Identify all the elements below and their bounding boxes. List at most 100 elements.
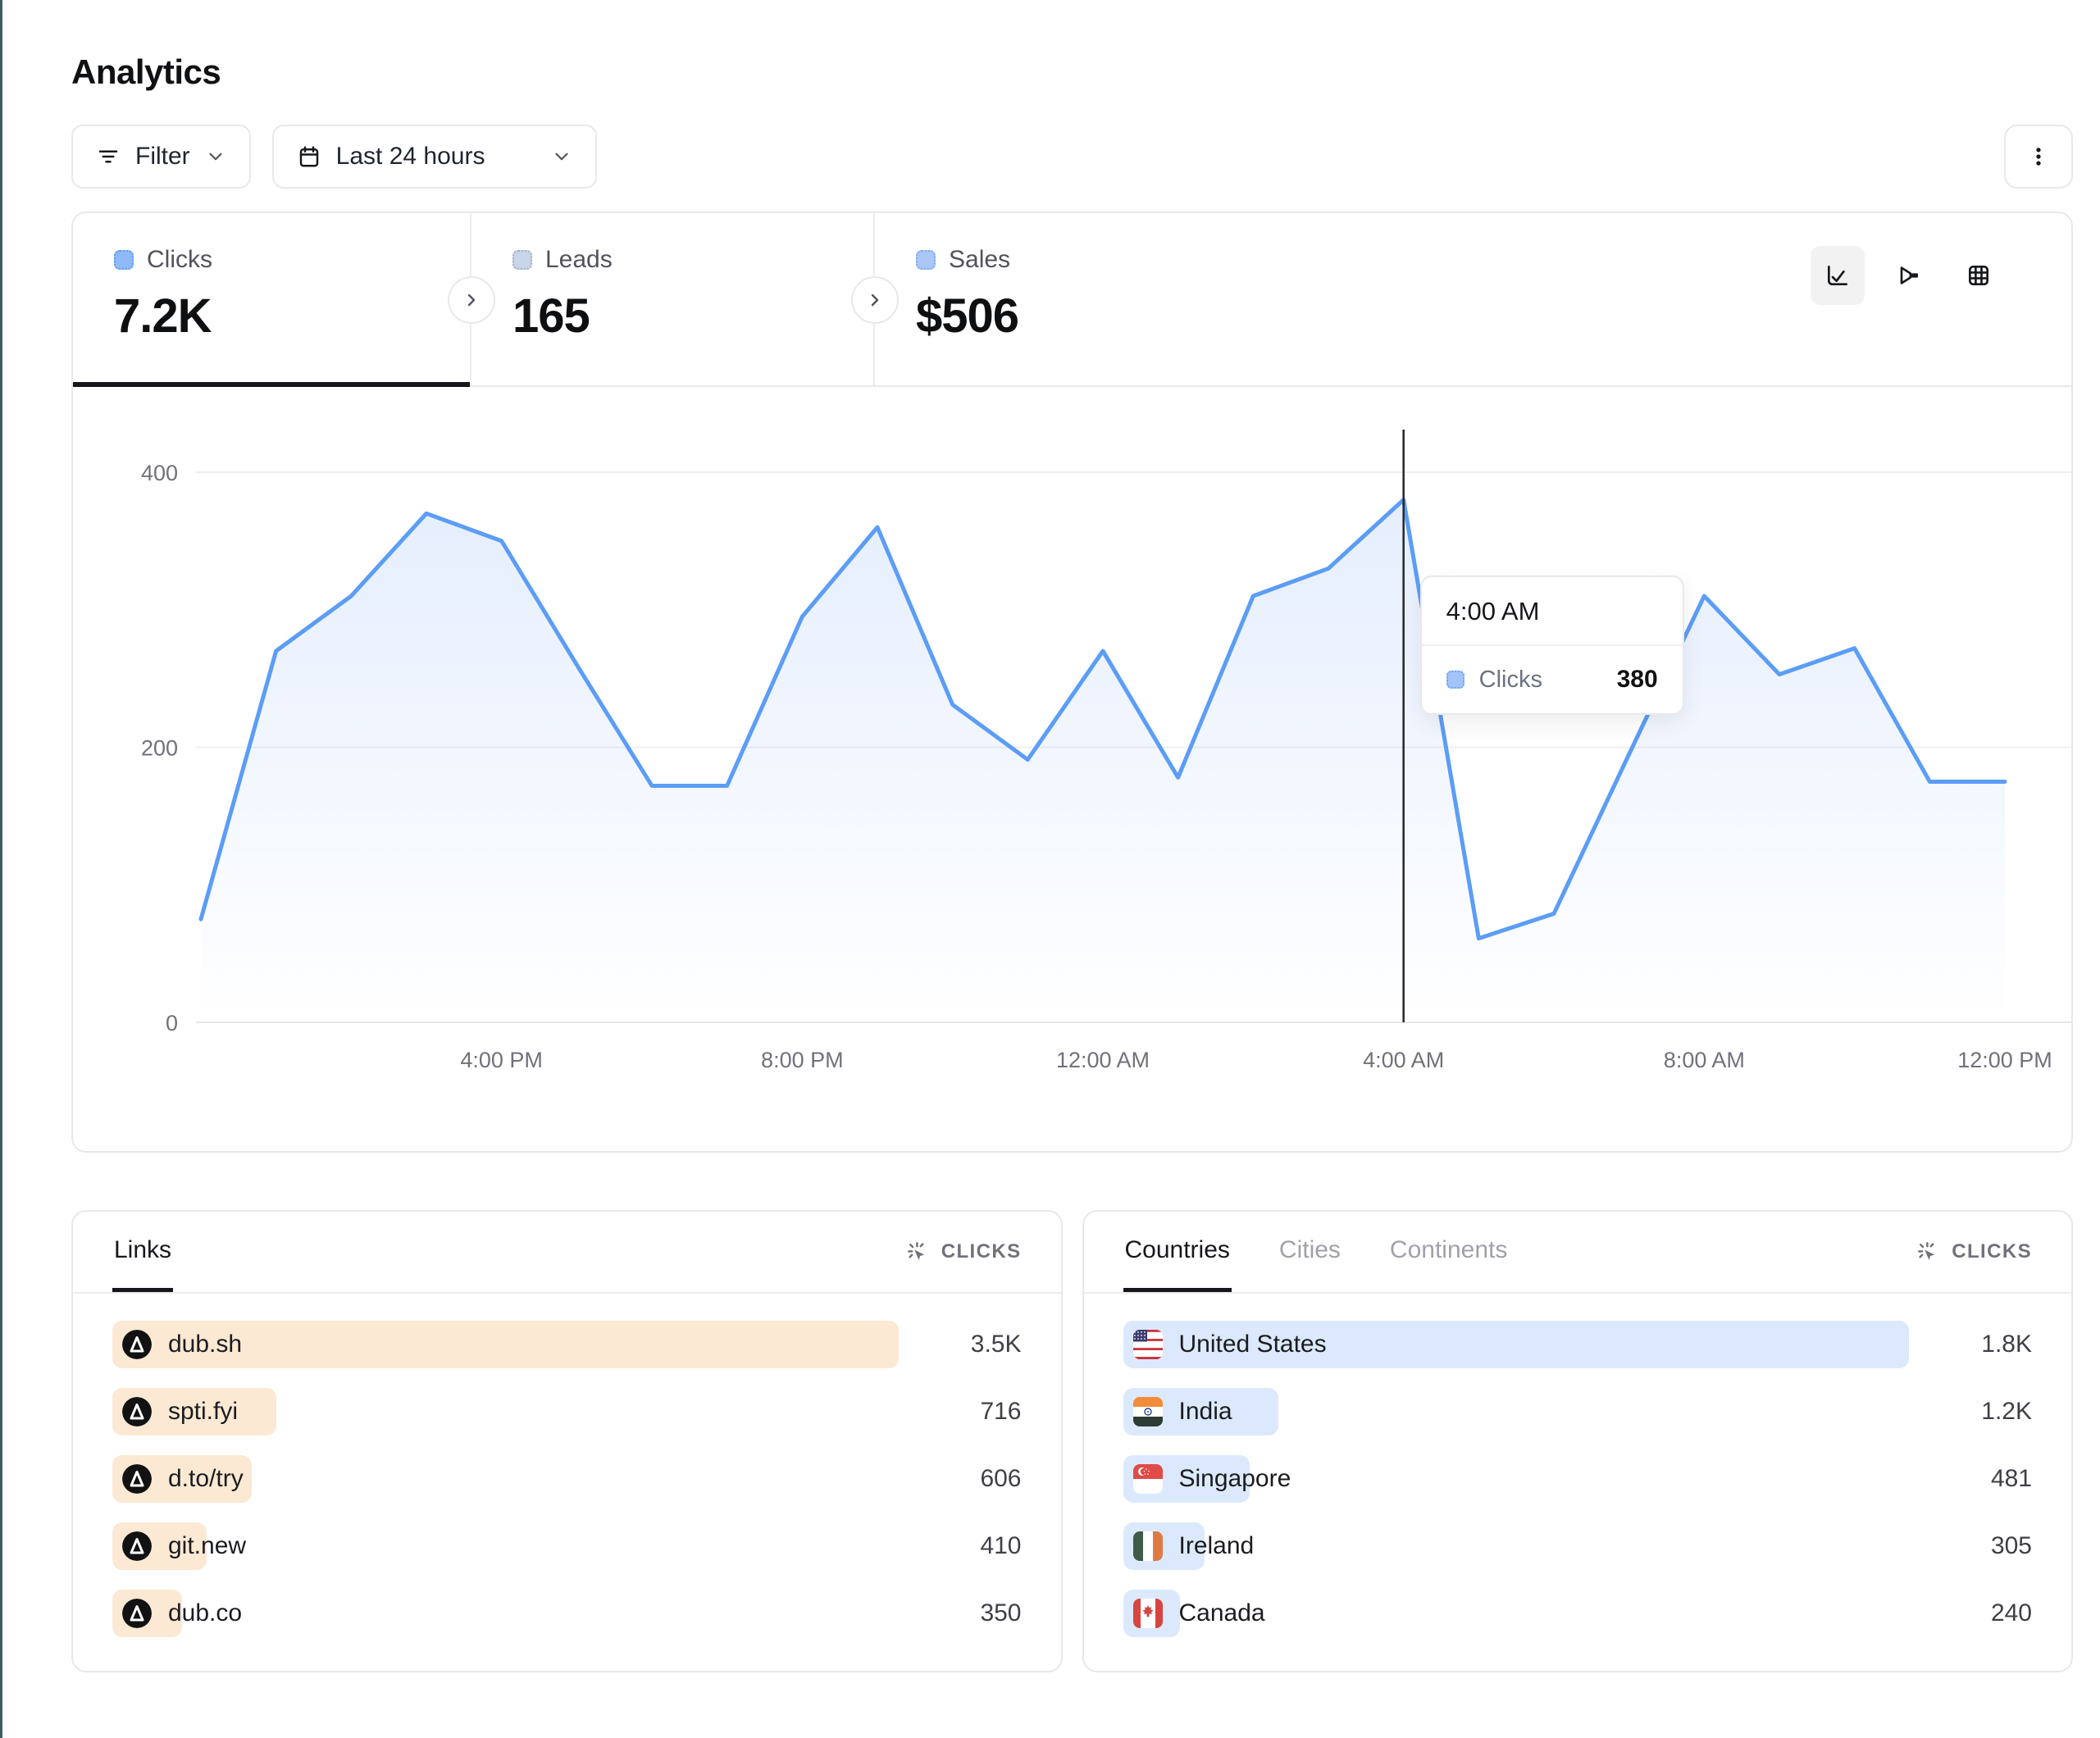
y-axis-tick: 200: [141, 736, 178, 761]
clicks-line-series: [198, 498, 2007, 941]
link-value: 716: [980, 1398, 1022, 1425]
x-axis-tick: 8:00 AM: [1664, 1048, 1745, 1072]
links-metric-header[interactable]: CLICKS: [905, 1212, 1022, 1292]
link-label: d.to/try: [112, 1464, 244, 1494]
country-label: Canada: [1123, 1599, 1265, 1628]
page-title: Analytics: [71, 52, 221, 91]
country-value: 305: [1990, 1532, 2032, 1559]
geo-metric-header[interactable]: CLICKS: [1916, 1212, 2032, 1292]
country-value: 1.2K: [1981, 1398, 2032, 1425]
stat-value-sales: $506: [916, 289, 1019, 343]
links-metric-label: CLICKS: [941, 1240, 1022, 1263]
tab-cities[interactable]: Cities: [1278, 1235, 1341, 1263]
dub-logo-icon: [122, 1531, 152, 1561]
date-range-button[interactable]: Last 24 hours: [271, 125, 597, 189]
link-row-spti-fyi[interactable]: spti.fyi 716: [112, 1388, 1022, 1435]
cursor-click-icon: [1918, 1242, 1935, 1260]
link-row-dub-co[interactable]: dub.co 350: [112, 1590, 1022, 1637]
country-row-singapore[interactable]: Singapore 481: [1123, 1455, 2032, 1503]
tab-links[interactable]: Links: [112, 1212, 174, 1292]
line-chart-view-button[interactable]: [1811, 246, 1865, 305]
flag-us-icon: [1132, 1330, 1163, 1359]
cursor-click-icon: [907, 1242, 924, 1260]
country-label: United States: [1123, 1330, 1327, 1359]
chevron-down-icon: [205, 146, 226, 167]
flag-in-icon: [1132, 1397, 1163, 1426]
geo-panel: Countries Cities Continents CLICKS United …: [1082, 1210, 2073, 1672]
geo-list: United States 1.8K India 1.2K Singapore 481 Ir…: [1084, 1294, 2072, 1637]
stat-next-button[interactable]: [448, 276, 495, 324]
chart-tooltip: 4:00 AM Clicks 380: [1419, 576, 1684, 715]
stat-tab-leads[interactable]: Leads 165: [471, 213, 875, 385]
filter-button[interactable]: Filter: [71, 125, 251, 189]
table-grid-icon: [1969, 266, 1988, 285]
tab-continents[interactable]: Continents: [1389, 1235, 1508, 1263]
link-label: dub.co: [112, 1599, 242, 1628]
links-panel: Links CLICKS dub.sh 3.5K spti.fyi 716 d.to/t…: [71, 1210, 1063, 1672]
link-value: 350: [980, 1599, 1022, 1627]
kebab-menu-icon: [2026, 144, 2051, 169]
stat-tab-sales[interactable]: Sales $506: [875, 213, 2071, 385]
flag-ca-icon: [1132, 1599, 1163, 1628]
date-range-label: Last 24 hours: [335, 143, 485, 170]
country-row-ireland[interactable]: Ireland 305: [1123, 1522, 2032, 1570]
chevron-down-icon: [551, 146, 572, 167]
table-view-button[interactable]: [1952, 246, 2006, 305]
tooltip-series-value: 380: [1616, 666, 1658, 693]
calendar-icon: [297, 144, 321, 169]
country-row-united-states[interactable]: United States 1.8K: [1123, 1321, 2032, 1368]
sales-swatch-icon: [916, 250, 936, 270]
funnel-view-button[interactable]: [1881, 246, 1935, 305]
link-value: 410: [980, 1532, 1022, 1559]
country-label: Singapore: [1123, 1464, 1291, 1494]
stats-row: Clicks 7.2K Leads 165 Sales: [73, 213, 2071, 387]
stat-tab-clicks[interactable]: Clicks 7.2K: [73, 213, 471, 387]
country-row-india[interactable]: India 1.2K: [1123, 1388, 2032, 1435]
link-label: spti.fyi: [112, 1397, 238, 1426]
country-value: 1.8K: [1981, 1331, 2032, 1358]
stat-next-button[interactable]: [851, 276, 899, 324]
link-value: 606: [980, 1465, 1022, 1492]
country-row-canada[interactable]: Canada 240: [1123, 1590, 2032, 1637]
geo-metric-label: CLICKS: [1952, 1240, 2032, 1263]
links-list: dub.sh 3.5K spti.fyi 716 d.to/try 606 git.new 4…: [73, 1294, 1061, 1637]
country-label: India: [1123, 1397, 1232, 1426]
analytics-card: Clicks 7.2K Leads 165 Sales: [71, 212, 2074, 1153]
flag-sg-icon: [1132, 1464, 1163, 1494]
more-menu-button[interactable]: [2004, 125, 2073, 189]
y-axis-tick: 400: [141, 461, 178, 485]
flag-ie-icon: [1132, 1531, 1163, 1561]
stat-label-clicks: Clicks: [147, 246, 212, 273]
clicks-timeseries-chart[interactable]: 0 200 400 4:00 PM 8:00 PM 12:00 AM 4:00 AM 8:00…: [73, 387, 2074, 1151]
tab-countries[interactable]: Countries: [1123, 1212, 1232, 1292]
tooltip-time: 4:00 AM: [1421, 577, 1683, 646]
x-axis-tick: 8:00 PM: [761, 1048, 844, 1072]
tooltip-series-label: Clicks: [1478, 666, 1542, 693]
link-label: dub.sh: [112, 1330, 242, 1359]
stat-label-sales: Sales: [949, 246, 1011, 273]
country-value: 240: [1990, 1599, 2032, 1627]
funnel-icon: [1900, 266, 1918, 284]
chevron-right-icon: [871, 293, 879, 307]
area-fill: [201, 499, 2005, 1022]
link-row-git-new[interactable]: git.new 410: [112, 1522, 1022, 1570]
dub-logo-icon: [122, 1397, 152, 1426]
filter-lines-icon: [96, 144, 121, 169]
x-axis-tick: 4:00 AM: [1363, 1048, 1444, 1072]
filter-button-label: Filter: [135, 143, 190, 170]
stat-value-leads: 165: [512, 289, 590, 343]
link-row-d-to-try[interactable]: d.to/try 606: [112, 1455, 1022, 1503]
clicks-swatch-icon: [114, 250, 134, 270]
dub-logo-icon: [122, 1599, 152, 1628]
country-bar: [1123, 1321, 1910, 1368]
leads-swatch-icon: [512, 250, 532, 270]
dub-logo-icon: [122, 1330, 152, 1359]
link-bar: [112, 1321, 899, 1368]
link-row-dub-sh[interactable]: dub.sh 3.5K: [112, 1321, 1022, 1368]
country-value: 481: [1990, 1465, 2032, 1492]
stat-value-clicks: 7.2K: [114, 289, 212, 343]
dub-logo-icon: [122, 1464, 152, 1494]
stat-label-leads: Leads: [545, 246, 613, 273]
chart-view-switcher: [1811, 246, 2006, 305]
